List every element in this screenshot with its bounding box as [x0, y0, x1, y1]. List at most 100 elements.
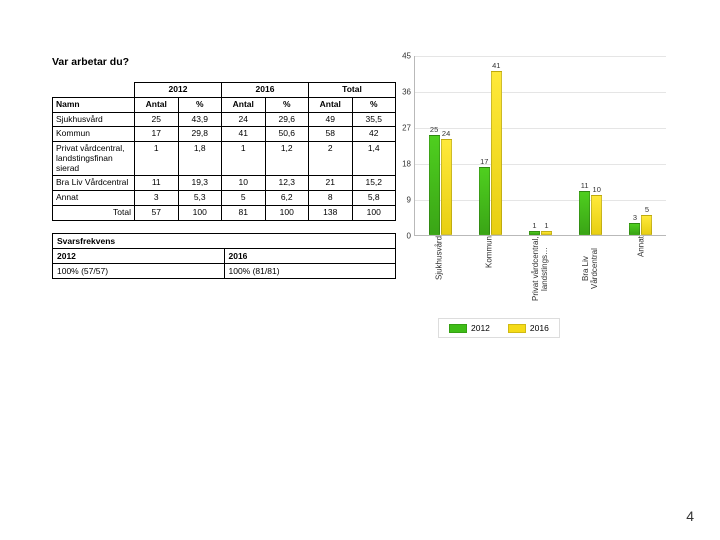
cell: 12,3 [265, 176, 309, 191]
table-row: Privat vårdcentral, landstingsfinan sier… [53, 142, 396, 176]
bar: 17 [479, 167, 490, 235]
row-name: Privat vårdcentral, landstingsfinan sier… [53, 142, 135, 176]
y-tick-label: 9 [395, 196, 411, 205]
total-cell: 100 [352, 205, 396, 220]
cell: 1 [135, 142, 179, 176]
swatch-2012-icon [449, 324, 467, 333]
response-col-2012: 2012 [53, 248, 225, 263]
cell: 21 [309, 176, 353, 191]
cell: 19,3 [178, 176, 222, 191]
cell: 11 [135, 176, 179, 191]
cell: 1,4 [352, 142, 396, 176]
chart-category: 2524 [415, 56, 465, 235]
bar-value: 1 [532, 221, 536, 230]
cell: 43,9 [178, 112, 222, 127]
bar: 1 [529, 231, 540, 235]
response-col-2016: 2016 [224, 248, 396, 263]
swatch-2016-icon [508, 324, 526, 333]
cell: 50,6 [265, 127, 309, 142]
chart-category: 1110 [566, 56, 616, 235]
col-pct-2: % [352, 97, 396, 112]
bar-value: 10 [593, 185, 601, 194]
total-cell: 100 [265, 205, 309, 220]
chart-category: 11 [515, 56, 565, 235]
cell: 25 [135, 112, 179, 127]
cell: 42 [352, 127, 396, 142]
bar-value: 1 [544, 221, 548, 230]
table-row: Annat35,356,285,8 [53, 191, 396, 206]
cell: 58 [309, 127, 353, 142]
x-tick-label: Privat vårdcentral, landstings… [515, 236, 565, 304]
bar-value: 24 [442, 129, 450, 138]
bar-value: 41 [492, 61, 500, 70]
bar-value: 25 [430, 125, 438, 134]
cell: 3 [135, 191, 179, 206]
bar-value: 11 [581, 181, 589, 190]
chart-category: 35 [616, 56, 666, 235]
year-2016: 2016 [222, 83, 309, 98]
cell: 29,6 [265, 112, 309, 127]
cell: 5,3 [178, 191, 222, 206]
table-row: Sjukhusvård2543,92429,64935,5 [53, 112, 396, 127]
bar: 25 [429, 135, 440, 235]
col-pct-1: % [265, 97, 309, 112]
response-val-2012: 100% (57/57) [53, 263, 225, 278]
row-name: Sjukhusvård [53, 112, 135, 127]
col-name: Namn [53, 97, 135, 112]
cell: 1 [222, 142, 266, 176]
cell: 41 [222, 127, 266, 142]
y-tick-label: 36 [395, 88, 411, 97]
cell: 10 [222, 176, 266, 191]
row-name: Annat [53, 191, 135, 206]
total-row: Total 57 100 81 100 138 100 [53, 205, 396, 220]
y-tick-label: 27 [395, 124, 411, 133]
y-tick-label: 45 [395, 52, 411, 61]
bar: 11 [579, 191, 590, 235]
col-header-row: Namn Antal % Antal % Antal % [53, 97, 396, 112]
cell: 1,8 [178, 142, 222, 176]
bar: 3 [629, 223, 640, 235]
x-tick-label: Annat [616, 236, 666, 304]
x-tick-label: Sjukhusvård [414, 236, 464, 304]
chart-legend: 2012 2016 [438, 318, 560, 338]
page-number: 4 [686, 508, 694, 524]
question-title: Var arbetar du? [52, 56, 396, 68]
y-tick-label: 18 [395, 160, 411, 169]
bar: 41 [491, 71, 502, 235]
cell: 5 [222, 191, 266, 206]
legend-2012: 2012 [449, 323, 490, 333]
cell: 24 [222, 112, 266, 127]
total-label: Total [53, 205, 135, 220]
legend-2016: 2016 [508, 323, 549, 333]
x-tick-label: Kommun [464, 236, 514, 304]
col-antal-1: Antal [222, 97, 266, 112]
bar: 1 [541, 231, 552, 235]
year-total: Total [309, 83, 396, 98]
cell: 1,2 [265, 142, 309, 176]
response-table: Svarsfrekvens 2012 2016 100% (57/57) 100… [52, 233, 396, 279]
col-pct-0: % [178, 97, 222, 112]
year-header-row: 2012 2016 Total [53, 83, 396, 98]
x-tick-label: Bra Liv Vårdcentral [565, 236, 615, 304]
cell: 49 [309, 112, 353, 127]
cell: 17 [135, 127, 179, 142]
legend-2012-label: 2012 [471, 323, 490, 333]
cell: 15,2 [352, 176, 396, 191]
table-row: Bra Liv Vårdcentral1119,31012,32115,2 [53, 176, 396, 191]
cell: 8 [309, 191, 353, 206]
response-title: Svarsfrekvens [53, 233, 396, 248]
col-antal-2: Antal [309, 97, 353, 112]
bar: 24 [441, 139, 452, 235]
y-tick-label: 0 [395, 232, 411, 241]
total-cell: 81 [222, 205, 266, 220]
cell: 6,2 [265, 191, 309, 206]
row-name: Kommun [53, 127, 135, 142]
results-table: 2012 2016 Total Namn Antal % Antal % Ant… [52, 82, 396, 221]
total-cell: 100 [178, 205, 222, 220]
total-cell: 138 [309, 205, 353, 220]
cell: 35,5 [352, 112, 396, 127]
cell: 5,8 [352, 191, 396, 206]
bar: 10 [591, 195, 602, 235]
bar-value: 5 [645, 205, 649, 214]
legend-2016-label: 2016 [530, 323, 549, 333]
